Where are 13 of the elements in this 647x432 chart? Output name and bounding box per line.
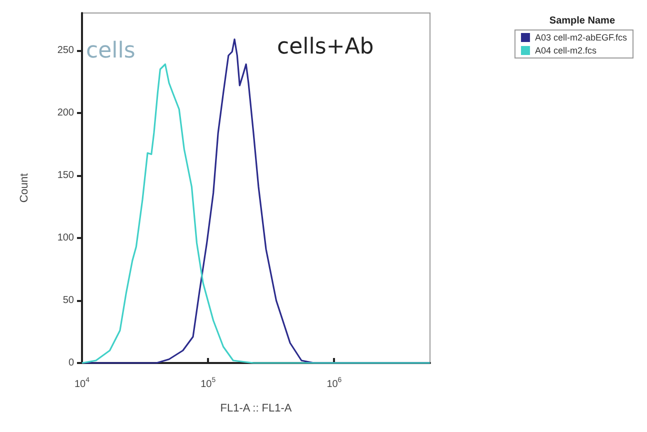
x-axis-title: FL1-A :: FL1-A xyxy=(220,402,292,414)
legend-title: Sample Name xyxy=(549,16,616,26)
annotation: cells xyxy=(86,38,136,64)
y-tick-label: 150 xyxy=(57,170,74,181)
y-tick-label: 100 xyxy=(57,232,74,244)
y-tick-label: 250 xyxy=(57,45,74,56)
y-tick-label: 50 xyxy=(62,295,74,306)
y-tick-label: 200 xyxy=(57,108,74,118)
legend-label: A03 cell-m2-abEGF.fcs xyxy=(534,32,628,42)
legend-label: A04 cell-m2.fcs xyxy=(534,46,597,56)
y-tick-label: 0 xyxy=(68,358,74,368)
annotation: cells+Ab xyxy=(277,34,374,60)
y-axis-title: Count xyxy=(18,173,30,203)
